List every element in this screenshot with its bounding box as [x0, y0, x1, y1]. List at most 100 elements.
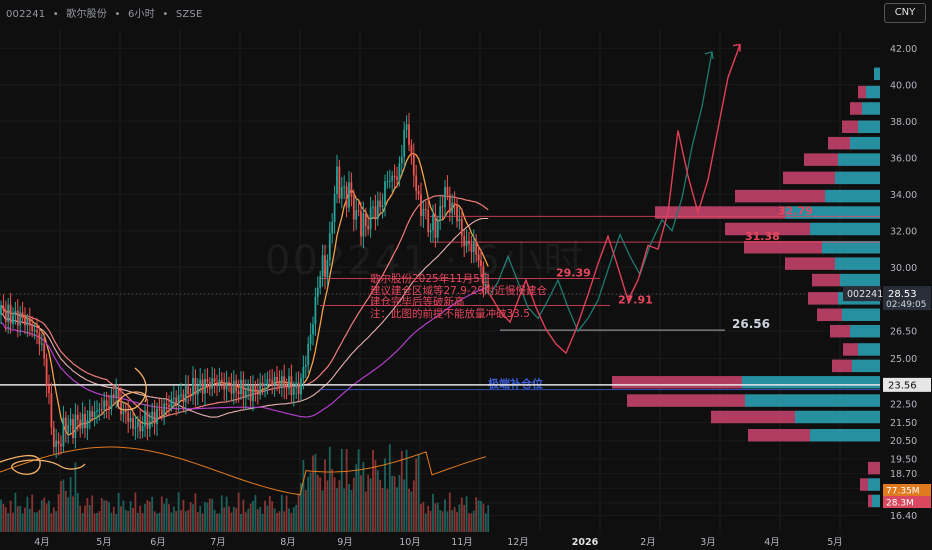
volume-bar — [324, 459, 326, 532]
ma-mid-line — [0, 194, 489, 420]
volume-bar — [480, 501, 482, 532]
volume-bar — [376, 470, 379, 532]
price-tick-label: 19.50 — [890, 454, 917, 465]
volume-bar — [331, 469, 334, 532]
profile-bar-red — [828, 136, 850, 150]
volume-bar — [223, 507, 226, 532]
profile-bar-red — [868, 494, 872, 508]
volume-bar — [204, 502, 206, 532]
candle-body — [153, 411, 156, 425]
candle-body — [439, 206, 442, 221]
profile-bar-red — [744, 240, 822, 254]
candle-body — [432, 214, 434, 231]
candle-body — [52, 427, 55, 447]
candle-body — [453, 202, 456, 205]
candle-body — [168, 404, 170, 407]
volume-bar — [218, 513, 221, 532]
volume-bar — [456, 512, 458, 532]
price-tick-label: 42.00 — [890, 44, 917, 55]
candle-body — [256, 389, 259, 395]
volume-bar — [158, 512, 161, 532]
candle-body — [14, 310, 17, 316]
time-axis: 4月 5月 6月 7月 8月 9月 10月 11月 12月 2026 2月 3月 4月 5月 — [34, 537, 843, 548]
candle-body — [220, 379, 223, 383]
volume-bar — [352, 477, 355, 532]
volume-bar — [273, 508, 276, 532]
candle-body — [62, 417, 65, 447]
candle-body — [336, 166, 338, 195]
volume-bar — [36, 512, 38, 532]
volume-bar — [451, 510, 454, 532]
volume-bar — [194, 493, 197, 532]
candle-body — [141, 425, 144, 432]
price-level-label: 极端补仓位 — [488, 377, 543, 391]
candle-body — [415, 175, 418, 192]
candle-body — [192, 377, 194, 396]
candle-body — [379, 200, 382, 208]
candle-body — [86, 419, 89, 429]
volume-bar — [2, 503, 5, 532]
volume-bar — [276, 512, 278, 532]
volume-bar — [124, 509, 127, 532]
candle-body — [384, 181, 386, 206]
volume-bar — [328, 446, 331, 532]
candle-body — [357, 210, 360, 212]
candle-body — [48, 385, 50, 393]
volume-bar — [45, 503, 48, 532]
candle-body — [136, 420, 139, 427]
candle-body — [88, 410, 91, 420]
volume-bar — [16, 506, 19, 532]
currency-button[interactable]: CNY — [884, 3, 926, 23]
profile-bar-red — [612, 376, 742, 389]
candle-body — [396, 176, 398, 181]
volume-bar — [50, 513, 53, 532]
volume-bar — [21, 513, 24, 532]
profile-bar-teal — [850, 324, 880, 338]
price-tick-label: 32.00 — [890, 226, 917, 237]
profile-bar-teal — [840, 273, 880, 287]
candle-body — [244, 390, 247, 399]
volume-bar — [86, 498, 89, 532]
candle-body — [45, 358, 48, 386]
profile-bar-red — [868, 461, 880, 475]
volume-bar — [292, 507, 295, 532]
candle-body — [50, 392, 53, 428]
candle-body — [249, 386, 252, 402]
candle-body — [352, 196, 355, 220]
volume-bar — [249, 503, 252, 532]
candle-body — [228, 382, 230, 384]
volume-bar — [7, 513, 10, 532]
candle-body — [156, 408, 158, 425]
volume-bar — [172, 506, 175, 532]
volume-bar — [57, 494, 60, 532]
candle-body — [139, 420, 142, 432]
time-tick-label: 10月 — [399, 537, 421, 548]
volume-bar — [4, 507, 7, 532]
volume-bar — [112, 506, 115, 532]
candle-body — [204, 379, 206, 394]
volume-bar — [160, 496, 163, 532]
candle-body — [33, 330, 36, 332]
volume-bar — [230, 512, 233, 532]
candle-body — [98, 409, 101, 411]
volume-bar — [120, 506, 122, 532]
candle-body — [463, 235, 466, 247]
candle-body — [420, 194, 422, 217]
volume-bar — [465, 496, 468, 532]
volume-bar — [62, 479, 65, 532]
trade-note-line: 注：此图的前提不能放量冲破33.5 — [370, 307, 530, 320]
price-tick-label: 18.70 — [890, 469, 917, 480]
volume-bar — [439, 509, 442, 532]
volume-bar — [463, 504, 466, 532]
candle-body — [307, 343, 310, 366]
price-tick-label: 22.50 — [890, 400, 917, 411]
volume-bar — [206, 502, 209, 532]
forecast-red-path — [489, 44, 741, 355]
volume-bar — [388, 444, 391, 532]
candle-body — [324, 255, 326, 278]
candle-body — [326, 260, 329, 278]
volume-bar — [180, 510, 182, 532]
candle-body — [403, 129, 406, 157]
profile-bar-red — [735, 189, 825, 203]
